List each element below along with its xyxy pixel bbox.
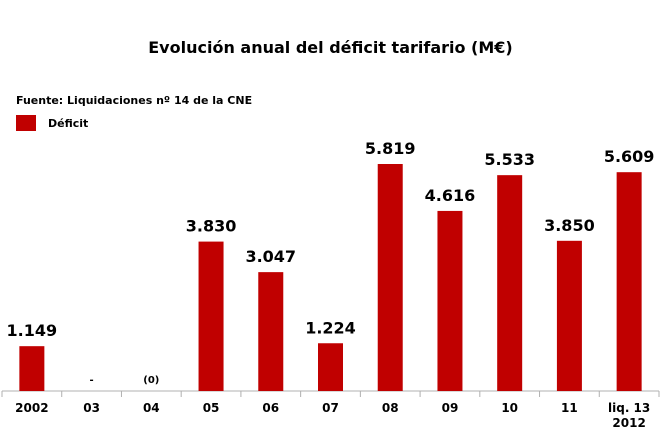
bar (497, 175, 523, 391)
x-tick-label: 05 (203, 401, 220, 415)
chart-legend: Déficit (16, 115, 88, 131)
bar (19, 346, 45, 391)
bar (437, 210, 463, 391)
x-tick-label: 08 (382, 401, 399, 415)
data-label: (0) (143, 375, 159, 386)
x-tick-label: 09 (442, 401, 459, 415)
data-label: 5.533 (484, 150, 535, 169)
bar (556, 240, 582, 391)
legend-label: Déficit (48, 116, 89, 130)
bar (258, 272, 284, 391)
bar (616, 172, 642, 391)
x-tick-label: 11 (561, 401, 578, 415)
chart-source: Fuente: Liquidaciones nº 14 de la CNE (16, 94, 253, 107)
legend-swatch (16, 115, 36, 131)
bar (318, 343, 343, 391)
data-label: 4.616 (425, 186, 476, 205)
data-label: 3.830 (186, 217, 237, 236)
x-tick-label: 2002 (15, 401, 48, 415)
data-label: 1.224 (305, 318, 356, 337)
data-label: 5.819 (365, 139, 416, 158)
data-label: - (90, 375, 94, 386)
data-label: 3.850 (544, 216, 595, 235)
x-tick-label: 06 (262, 401, 279, 415)
x-tick-label: liq. 13 (608, 401, 650, 415)
data-label: 1.149 (7, 321, 58, 340)
x-tick-label: 2012 (612, 416, 645, 430)
x-tick-label: 04 (143, 401, 160, 415)
chart-title: Evolución anual del déficit tarifario (M… (148, 38, 513, 57)
data-label: 5.609 (604, 147, 655, 166)
bar (198, 241, 224, 391)
x-tick-label: 10 (501, 401, 518, 415)
bar (377, 164, 403, 391)
x-tick-label: 03 (83, 401, 100, 415)
x-tick-label: 07 (322, 401, 339, 415)
data-label: 3.047 (245, 247, 296, 266)
